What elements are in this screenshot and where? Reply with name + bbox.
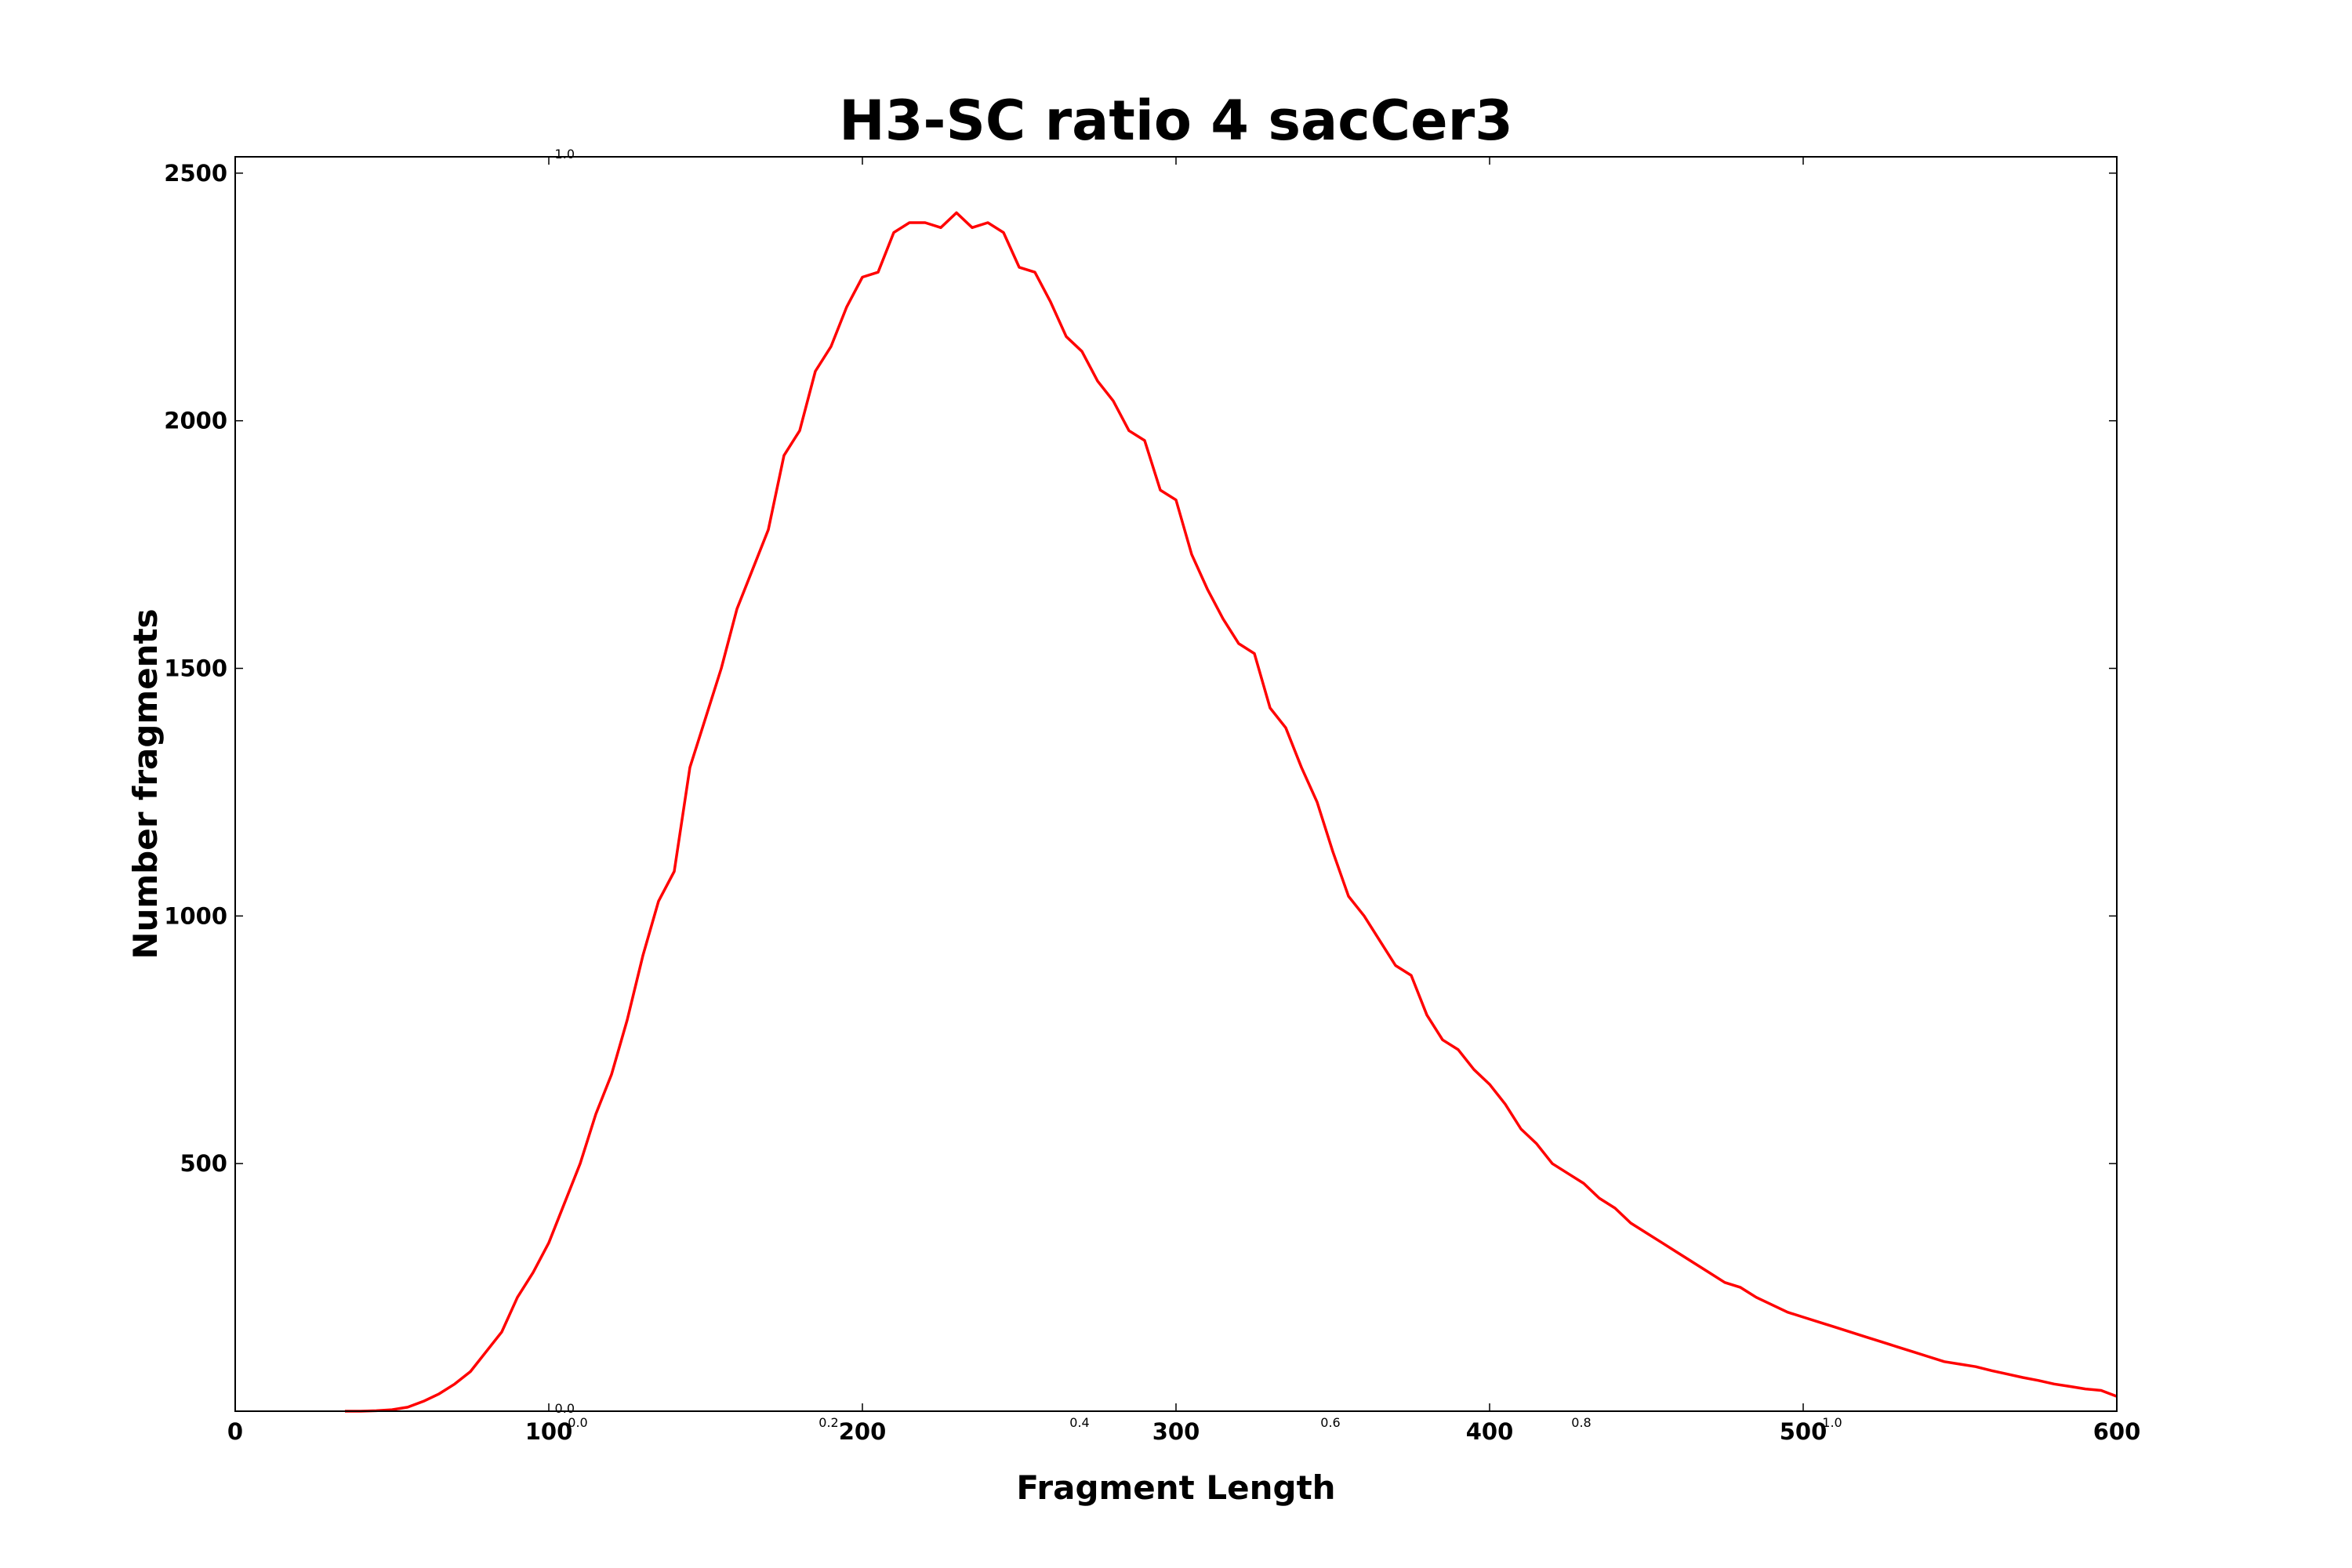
y-tick-label: 2000	[164, 408, 227, 434]
chart-title: H3-SC ratio 4 sacCer3	[839, 89, 1513, 153]
x-tick-label: 600	[2093, 1418, 2141, 1445]
inset-x-tick-label: 0.2	[818, 1415, 838, 1430]
x-tick-label: 100	[525, 1418, 573, 1445]
inset-x-tick-label: 1.0	[1822, 1415, 1842, 1430]
inset-y-tick-label: 0.0	[555, 1401, 575, 1416]
inset-y-tick-label: 1.0	[555, 147, 575, 162]
series-line-fragments	[345, 211, 2118, 1413]
x-axis-label: Fragment Length	[1016, 1468, 1335, 1507]
y-axis-label: Number fragments	[126, 608, 165, 959]
x-tick-label: 500	[1780, 1418, 1828, 1445]
y-tick-label: 1500	[164, 655, 227, 682]
inset-x-tick-label: 0.4	[1069, 1415, 1089, 1430]
x-tick-label: 400	[1466, 1418, 1514, 1445]
plot-frame	[234, 156, 2118, 1412]
axis-ticks: 0 100 200 300 400 500 600 500 1000 1500 2000 2500	[164, 157, 2140, 1445]
y-tick-label: 500	[180, 1150, 227, 1177]
inset-x-tick-label: 0.8	[1571, 1415, 1591, 1430]
inset-x-tick-label: 0.0	[568, 1415, 587, 1430]
x-tick-label: 200	[839, 1418, 887, 1445]
x-tick-label: 0	[227, 1418, 243, 1445]
y-tick-label: 2500	[164, 160, 227, 187]
x-tick-label: 300	[1152, 1418, 1200, 1445]
inset-x-tick-label: 0.6	[1320, 1415, 1340, 1430]
y-tick-label: 1000	[164, 902, 227, 929]
